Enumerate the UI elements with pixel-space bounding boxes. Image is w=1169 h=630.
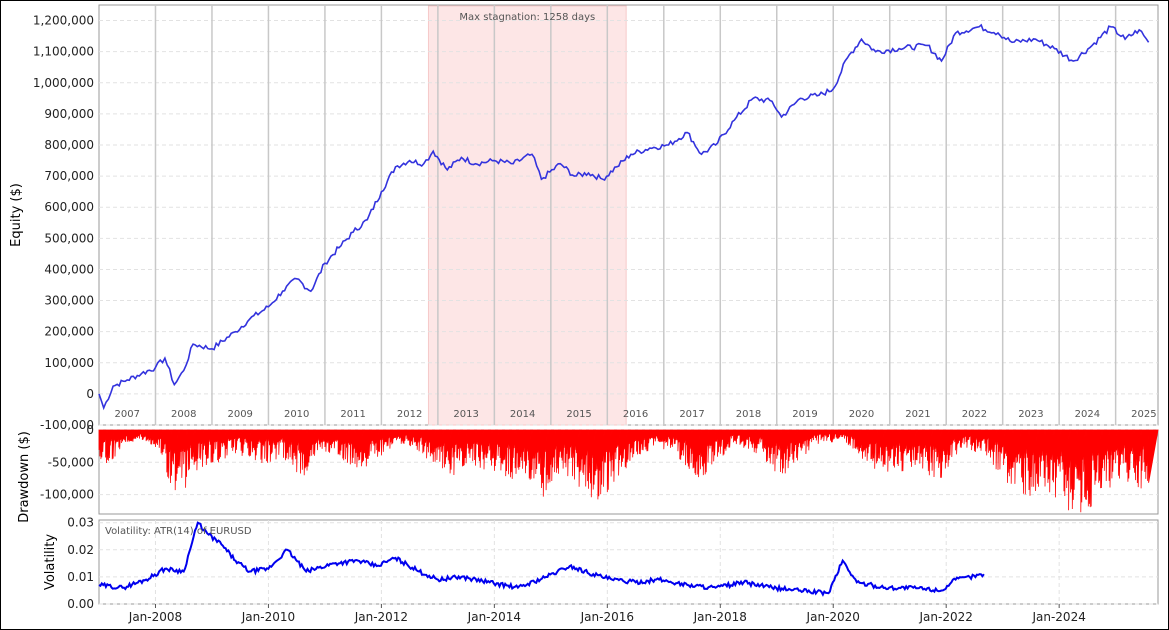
equity-y-tick: 1,200,000 — [33, 14, 94, 28]
year-label: 2010 — [284, 409, 309, 420]
equity-y-tick: 500,000 — [44, 231, 94, 245]
year-label: 2012 — [397, 409, 422, 420]
year-label: 2017 — [679, 409, 704, 420]
x-tick-label: Jan-2014 — [467, 610, 521, 624]
equity-y-tick: 1,100,000 — [33, 45, 94, 59]
stagnation-annotation: Max stagnation: 1258 days — [459, 12, 595, 23]
year-label: 2008 — [171, 409, 196, 420]
equity-y-tick: 600,000 — [44, 200, 94, 214]
volatility-y-tick: 0.02 — [67, 543, 94, 557]
volatility-legend: Volatility: ATR(14) of EURUSD — [105, 526, 252, 537]
volatility-y-axis-label: Volatility — [43, 534, 58, 590]
x-tick-label: Jan-2020 — [806, 610, 860, 624]
equity-y-tick: 300,000 — [44, 294, 94, 308]
equity-line — [98, 23, 1150, 411]
year-label: 2021 — [905, 409, 930, 420]
drawdown-bars — [98, 429, 1159, 513]
volatility-y-tick: 0.00 — [67, 597, 94, 611]
equity-y-tick: 900,000 — [44, 107, 94, 121]
x-tick-label: Jan-2008 — [128, 610, 182, 624]
year-label: 2024 — [1075, 409, 1100, 420]
year-label: 2009 — [227, 409, 252, 420]
equity-y-tick: 400,000 — [44, 262, 94, 276]
drawdown-y-tick: 0 — [86, 423, 94, 437]
equity-grid — [99, 20, 1158, 426]
year-label: 2023 — [1018, 409, 1043, 420]
volatility-y-tick: 0.03 — [67, 516, 94, 530]
drawdown-y-tick: -50,000 — [48, 455, 94, 469]
year-label: 2013 — [453, 409, 478, 420]
volatility-y-tick: 0.01 — [67, 570, 94, 584]
x-tick-label: Jan-2016 — [580, 610, 634, 624]
x-tick-label: Jan-2022 — [919, 610, 973, 624]
x-tick-label: Jan-2010 — [241, 610, 295, 624]
equity-y-tick: -100,000 — [40, 418, 94, 432]
year-label: 2011 — [340, 409, 365, 420]
year-label: 2016 — [623, 409, 648, 420]
year-label: 2019 — [792, 409, 817, 420]
equity-y-tick: 200,000 — [44, 325, 94, 339]
drawdown-y-tick: -100,000 — [40, 488, 94, 502]
equity-y-axis-label: Equity ($) — [9, 183, 24, 247]
x-tick-label: Jan-2024 — [1031, 610, 1085, 624]
equity-y-ticks: -100,000 0 100,000 200,000 300,000 400,000 500… — [33, 14, 94, 432]
volatility-plot-area — [98, 519, 1159, 605]
volatility-y-ticks: 0.00 0.01 0.02 0.03 — [67, 516, 94, 611]
drawdown-y-ticks: 0 -50,000 -100,000 — [40, 423, 94, 502]
equity-y-tick: 0 — [86, 387, 94, 401]
year-label: 2014 — [510, 409, 535, 420]
equity-panel: 2007 2008 2009 2010 2011 2012 2013 2014 2015 2016… — [9, 4, 1159, 432]
year-label: 2015 — [566, 409, 591, 420]
year-label: 2007 — [115, 409, 140, 420]
equity-y-tick: 100,000 — [44, 356, 94, 370]
drawdown-panel: 0 -50,000 -100,000 Drawdown ($) — [17, 423, 1159, 523]
year-label: 2022 — [962, 409, 987, 420]
equity-y-tick: 800,000 — [44, 138, 94, 152]
drawdown-y-axis-label: Drawdown ($) — [17, 431, 32, 523]
volatility-line — [98, 521, 985, 597]
equity-plot-area — [98, 4, 1159, 426]
year-label: 2020 — [849, 409, 874, 420]
volatility-panel: Volatility: ATR(14) of EURUSD 0.000.010.… — [43, 516, 1159, 624]
equity-y-tick: 700,000 — [44, 169, 94, 183]
stagnation-region — [427, 5, 627, 426]
x-tick-label: Jan-2018 — [693, 610, 747, 624]
x-tick-label: Jan-2012 — [354, 610, 408, 624]
equity-y-tick: 1,000,000 — [33, 76, 94, 90]
year-label: 2025 — [1131, 409, 1156, 420]
year-label: 2018 — [736, 409, 761, 420]
volatility-x-ticks: Jan-2008 Jan-2010 Jan-2012 Jan-2014 Jan-2016… — [128, 604, 1086, 624]
year-labels: 2007 2008 2009 2010 2011 2012 2013 2014 2015 2016… — [115, 5, 1157, 425]
volatility-grid — [99, 520, 1158, 605]
